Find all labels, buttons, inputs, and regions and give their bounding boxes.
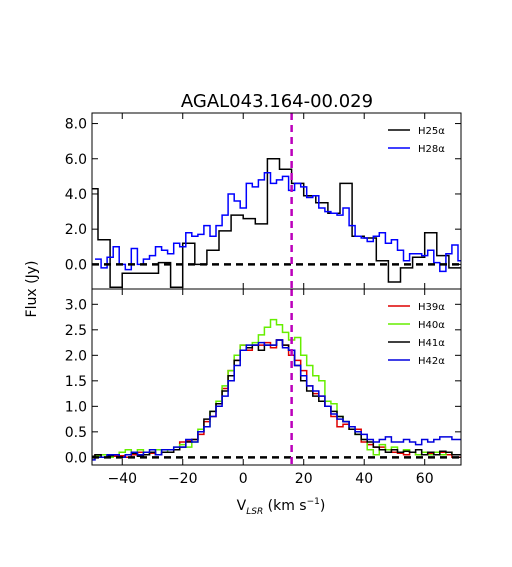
plot-area bbox=[92, 289, 461, 465]
y-tick-label: 0.0 bbox=[65, 450, 87, 466]
y-tick-label: 2.0 bbox=[65, 222, 87, 238]
y-tick-label: 0.0 bbox=[65, 257, 87, 273]
x-axis-label-close: ) bbox=[320, 498, 325, 514]
top-panel: 0.0 2.0 4.0 6.0 8.0 H25α H28α bbox=[65, 112, 462, 290]
x-axis-label: VLSR (km s−1) bbox=[237, 497, 326, 517]
legend-entry: H41α bbox=[418, 338, 445, 349]
plot-frame bbox=[91, 112, 462, 290]
x-tick-label: −40 bbox=[107, 471, 137, 487]
x-tick-label: 40 bbox=[355, 471, 373, 487]
x-axis-label-sub: LSR bbox=[246, 507, 263, 517]
x-axis-label-units: (km s bbox=[263, 498, 306, 514]
legend-entry: H39α bbox=[418, 302, 445, 313]
y-tick-label: 8.0 bbox=[65, 117, 87, 133]
x-tick-label: 0 bbox=[239, 471, 248, 487]
y-tick-label: 2.5 bbox=[65, 323, 87, 339]
x-tick-label: 60 bbox=[416, 471, 434, 487]
legend-entry: H28α bbox=[418, 144, 445, 155]
y-tick-label: 0.5 bbox=[65, 425, 87, 441]
plot-frame bbox=[91, 288, 462, 466]
series-line-H28α bbox=[95, 172, 461, 273]
series-line-H25α bbox=[92, 158, 461, 288]
y-axis-label: Flux (Jy) bbox=[24, 261, 40, 318]
series-line-H42α bbox=[92, 339, 461, 461]
y-tick-label: 1.0 bbox=[65, 399, 87, 415]
legend-entry: H42α bbox=[418, 356, 445, 367]
legend-entry: H40α bbox=[418, 320, 445, 331]
x-tick-label: 20 bbox=[295, 471, 313, 487]
x-tick-label: −20 bbox=[168, 471, 198, 487]
x-axis-label-v: V bbox=[237, 498, 247, 514]
y-tick-label: 2.0 bbox=[65, 348, 87, 364]
plot-area bbox=[92, 113, 461, 289]
y-tick-label: 4.0 bbox=[65, 187, 87, 203]
x-axis-label-sup: −1 bbox=[307, 497, 320, 507]
y-tick-label: 6.0 bbox=[65, 152, 87, 168]
y-tick-label: 3.0 bbox=[65, 297, 87, 313]
bottom-panel: 0.0 0.5 1.0 1.5 2.0 2.5 3.0 −40 −20 0 20 40 60 H39α H4… bbox=[65, 288, 462, 487]
legend-entry: H25α bbox=[418, 126, 445, 137]
y-tick-label: 1.5 bbox=[65, 374, 87, 390]
chart-title: AGAL043.164-00.029 bbox=[181, 91, 373, 112]
